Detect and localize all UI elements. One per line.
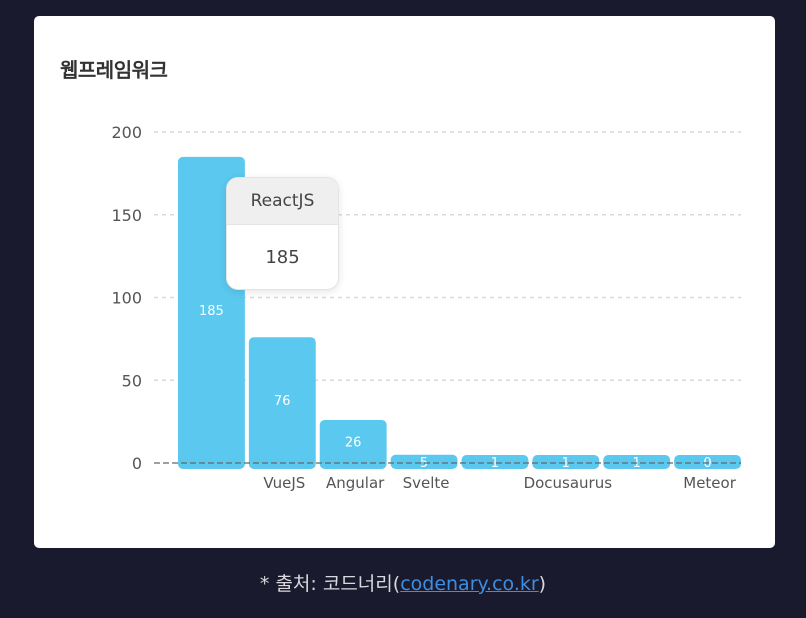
bar[interactable] [248, 337, 316, 469]
bar-chart: 05010015020018576VueJS26Angular5Svelte11… [111, 123, 741, 492]
chart-tooltip: ReactJS 185 [226, 177, 339, 290]
bar[interactable] [532, 455, 600, 469]
y-tick-label: 150 [111, 206, 142, 225]
bar-value-label: 1 [562, 456, 570, 471]
x-tick-label: Docusaurus [524, 474, 613, 492]
bar-value-label: 185 [199, 304, 224, 319]
tooltip-value: 185 [265, 246, 300, 268]
bar[interactable] [461, 455, 529, 469]
source-link[interactable]: codenary.co.kr [400, 573, 539, 595]
bar-value-label: 76 [274, 394, 291, 409]
bar[interactable] [390, 454, 458, 469]
source-suffix: ) [538, 573, 547, 595]
y-tick-label: 100 [111, 289, 142, 308]
source-prefix: * 출처: 코드너리( [259, 573, 401, 595]
bar[interactable] [603, 455, 671, 469]
x-tick-label: Angular [326, 474, 385, 492]
source-caption: * 출처: 코드너리(codenary.co.kr) [0, 569, 806, 596]
tooltip-category: ReactJS [227, 178, 338, 225]
chart-card: 웹프레임워크 05010015020018576VueJS26Angular5S… [34, 16, 775, 548]
bar[interactable] [674, 455, 741, 469]
y-tick-label: 200 [111, 123, 142, 142]
y-tick-label: 50 [122, 371, 142, 390]
bar-value-label: 1 [491, 456, 499, 471]
bar[interactable] [319, 419, 387, 469]
x-tick-label: Meteor [683, 474, 736, 492]
x-tick-label: Svelte [403, 474, 450, 492]
bar-value-label: 26 [345, 435, 362, 450]
chart-title: 웹프레임워크 [60, 58, 168, 82]
x-tick-label: VueJS [263, 474, 305, 492]
y-tick-label: 0 [132, 454, 142, 473]
